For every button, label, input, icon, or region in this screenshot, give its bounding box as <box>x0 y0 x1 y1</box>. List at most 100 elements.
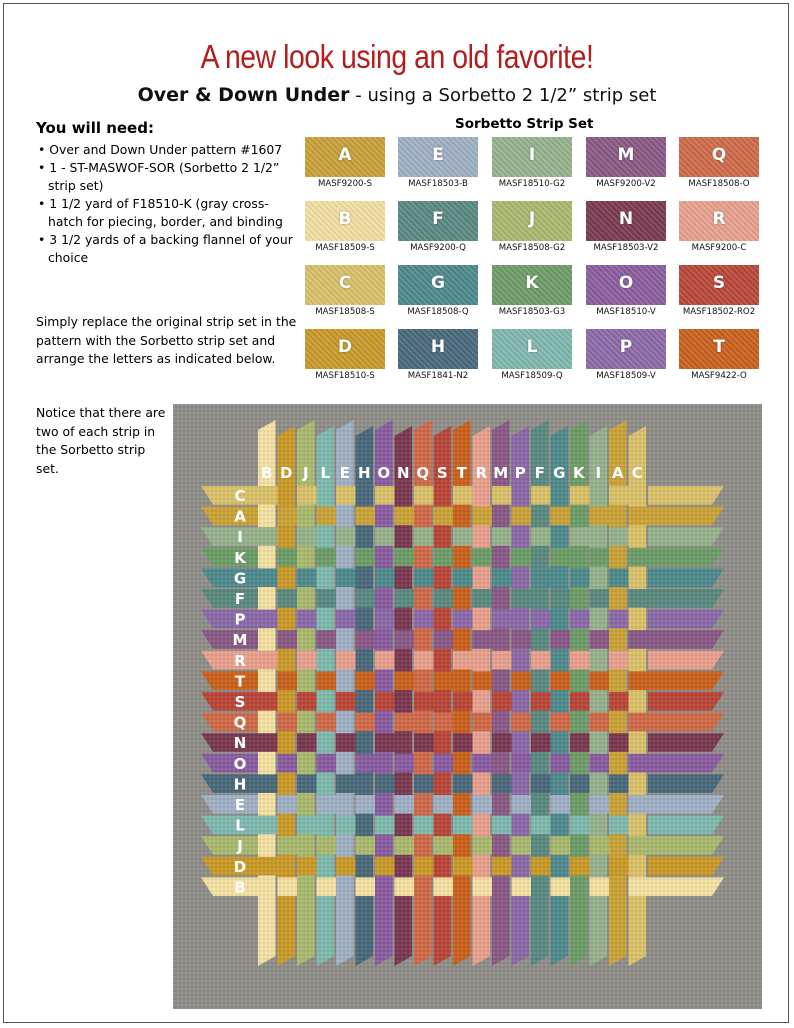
swatch-code: MASF9200-Q <box>410 243 466 253</box>
swatch-code: MASF9422-O <box>691 371 747 381</box>
swatch-code: MASF18508-G2 <box>498 243 566 253</box>
column-letter: F <box>535 464 545 482</box>
fabric-swatch-l: L MASF18509-Q <box>492 329 572 381</box>
fabric-swatch-b: B MASF18509-S <box>305 201 385 253</box>
swatch-code: MASF18510-S <box>315 371 375 381</box>
swatch-letter: K <box>525 273 539 293</box>
column-letter: T <box>457 464 468 482</box>
page-title: A new look using an old favorite! <box>200 38 594 75</box>
fabric-swatch-j: J MASF18508-G2 <box>492 201 572 253</box>
subtitle-rest: - using a Sorbetto 2 1/2” strip set <box>349 85 657 106</box>
swatch-code: MASF18510-V <box>596 307 656 317</box>
swatch-code: MASF9200-S <box>317 179 373 189</box>
column-letter: M <box>493 464 508 482</box>
swatch-code: MASF9200-V2 <box>596 179 656 189</box>
fabric-swatch-n: N MASF18503-V2 <box>586 201 666 253</box>
swatch-letter: G <box>431 273 445 293</box>
supply-list: Over and Down Under pattern #1607 1 - ST… <box>36 141 298 267</box>
swatch-letter: D <box>337 337 353 357</box>
fabric-swatch-d: D MASF18510-S <box>305 329 385 381</box>
row-letter: O <box>234 755 247 773</box>
row-letter: F <box>235 590 245 608</box>
column-letter: B <box>261 464 272 482</box>
column-letter: O <box>377 464 390 482</box>
column-letter: L <box>320 464 330 482</box>
swatch-letter: M <box>617 145 635 165</box>
swatch-letter: Q <box>711 145 727 165</box>
fabric-swatch-p: P MASF18509-V <box>586 329 666 381</box>
swatch-letter: O <box>618 273 634 293</box>
row-letter: A <box>234 508 246 526</box>
swatch-letter: B <box>338 209 352 229</box>
page-subtitle: Over & Down Under - using a Sorbetto 2 1… <box>0 84 794 106</box>
column-letter: Q <box>416 464 429 482</box>
pattern-name: Over & Down Under <box>137 84 350 106</box>
fabric-swatch-a: A MASF9200-S <box>305 137 385 189</box>
instructions-paragraph: Simply replace the original strip set in… <box>36 314 297 366</box>
fabric-swatch-m: M MASF9200-V2 <box>586 137 666 189</box>
swatch-letter: S <box>712 273 726 293</box>
column-letter: A <box>612 464 624 482</box>
notice-paragraph: Notice that there are two of each strip … <box>36 405 166 476</box>
supply-item: 3 1/2 yards of a backing flannel of your… <box>36 231 298 267</box>
swatch-code: MASF18509-Q <box>501 371 563 381</box>
row-letter: S <box>235 693 246 711</box>
swatch-letter: N <box>618 209 634 229</box>
swatch-letter: I <box>528 145 536 165</box>
column-letter: N <box>397 464 410 482</box>
row-letter: C <box>234 487 245 505</box>
supply-item: Over and Down Under pattern #1607 <box>36 141 298 159</box>
fabric-swatch-r: R MASF9200-C <box>679 201 759 253</box>
row-letter: P <box>235 611 246 629</box>
swatch-code: MASF18508-Q <box>407 307 469 317</box>
column-letter: D <box>280 464 292 482</box>
row-letter: J <box>236 837 243 855</box>
fabric-swatch-o: O MASF18510-V <box>586 265 666 317</box>
row-letter: H <box>234 775 247 793</box>
swatch-letter: T <box>713 337 725 357</box>
row-letter: I <box>237 528 243 546</box>
swatch-letter: J <box>528 209 536 229</box>
swatch-letter: L <box>526 337 538 357</box>
swatch-code: MASF18502-RO2 <box>682 307 756 317</box>
swatch-code: MASF18503-V2 <box>593 243 659 253</box>
fabric-texture <box>173 404 762 1009</box>
fabric-swatch-k: K MASF18503-G3 <box>492 265 572 317</box>
swatch-code: MASF9200-C <box>691 243 747 253</box>
column-letter: R <box>475 464 487 482</box>
swatch-code: MASF18509-S <box>315 243 375 253</box>
column-letter: I <box>595 464 601 482</box>
fabric-swatch-t: T MASF9422-O <box>679 329 759 381</box>
strip-set-heading: Sorbetto Strip Set <box>455 116 594 132</box>
swatch-letter: R <box>712 209 726 229</box>
you-need-heading: You will need: <box>36 119 154 137</box>
column-letter: S <box>437 464 448 482</box>
swatch-code: MASF18510-G2 <box>498 179 566 189</box>
row-letter: E <box>235 796 245 814</box>
swatch-code: MASF18503-B <box>408 179 468 189</box>
supply-item: 1 1/2 yard of F18510-K (gray cross-hatch… <box>36 195 298 231</box>
column-letter: J <box>302 464 309 482</box>
column-letter: P <box>515 464 526 482</box>
column-letter: H <box>358 464 371 482</box>
swatch-letter: C <box>338 273 352 293</box>
swatch-letter: F <box>432 209 444 229</box>
row-letter: L <box>235 817 245 835</box>
fabric-swatch-h: H MASF1841-N2 <box>398 329 478 381</box>
supply-item: 1 - ST-MASWOF-SOR (Sorbetto 2 1/2” strip… <box>36 159 298 195</box>
fabric-swatch-s: S MASF18502-RO2 <box>679 265 759 317</box>
column-letter: C <box>632 464 643 482</box>
fabric-swatch-f: F MASF9200-Q <box>398 201 478 253</box>
swatch-letter: H <box>430 337 446 357</box>
swatch-letter: E <box>432 145 444 165</box>
swatch-code: MASF18508-O <box>688 179 750 189</box>
page-border <box>3 3 789 1023</box>
swatch-letter: P <box>619 337 633 357</box>
swatch-code: MASF18509-V <box>596 371 656 381</box>
row-letter: K <box>234 549 247 567</box>
row-letter: N <box>234 734 247 752</box>
swatch-letter: A <box>338 145 352 165</box>
row-letter: M <box>233 631 248 649</box>
fabric-swatch-c: C MASF18508-S <box>305 265 385 317</box>
